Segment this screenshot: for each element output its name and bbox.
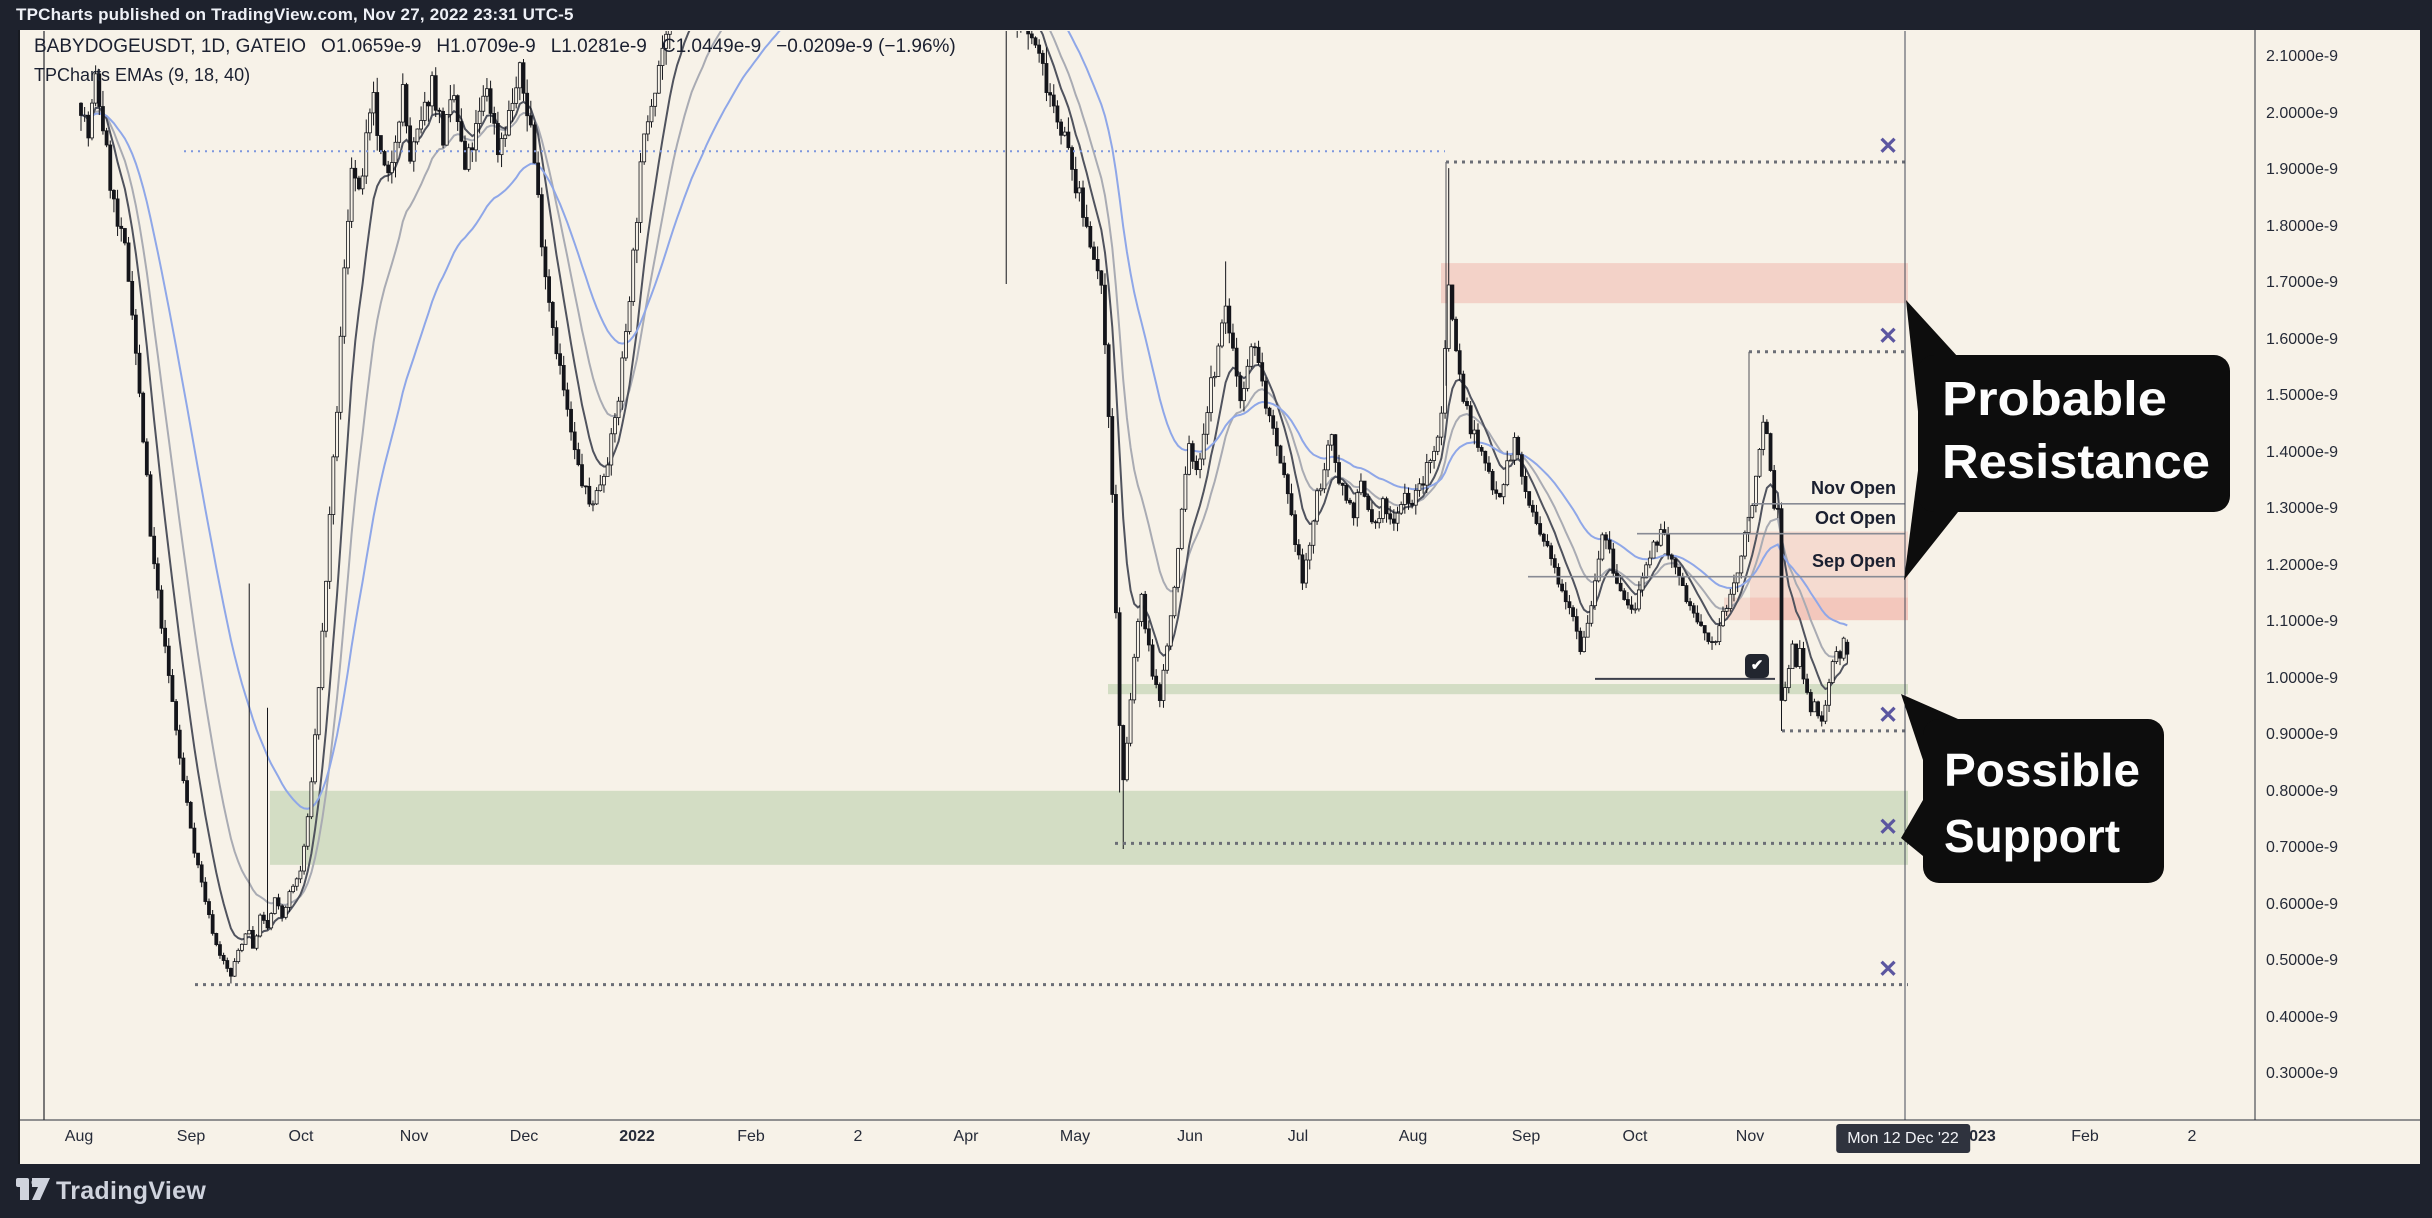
publish-header-text: TPCharts published on TradingView.com, N… xyxy=(16,5,574,24)
publish-header: TPCharts published on TradingView.com, N… xyxy=(0,0,2432,30)
tradingview-logo-icon[interactable] xyxy=(16,1178,50,1204)
footer-bar: TradingView xyxy=(0,1164,2432,1218)
tradingview-wordmark[interactable]: TradingView xyxy=(56,1177,207,1205)
price-chart-canvas[interactable] xyxy=(18,30,2420,1164)
chart-pane[interactable] xyxy=(18,30,2420,1164)
